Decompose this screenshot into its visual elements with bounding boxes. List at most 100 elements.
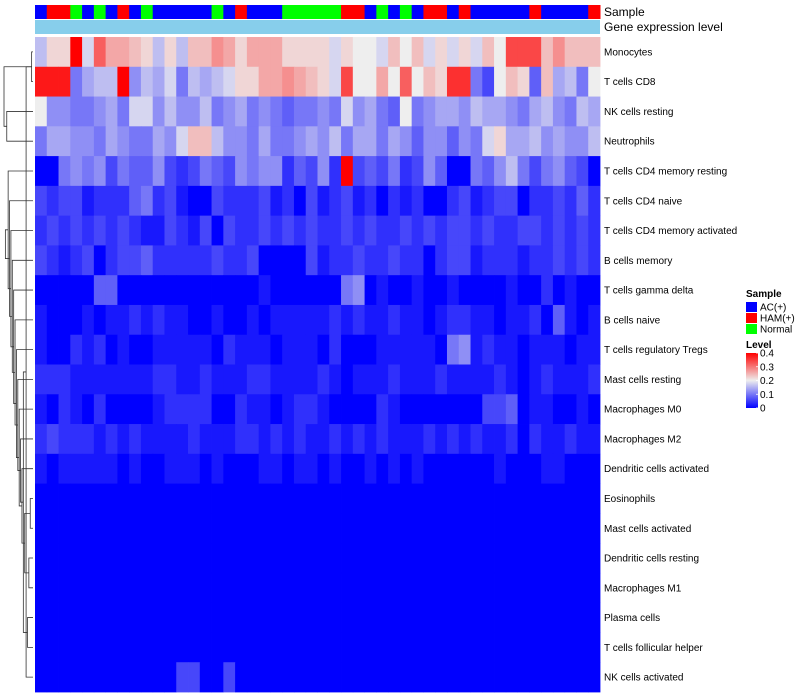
heatmap-cell <box>211 602 224 633</box>
heatmap-cell <box>58 245 71 276</box>
heatmap-cell <box>152 543 165 574</box>
sample-annotation-cell <box>35 5 48 19</box>
heatmap-cell <box>505 304 519 336</box>
heatmap-cell <box>364 424 377 455</box>
heatmap-cell <box>352 632 365 663</box>
heatmap-cell <box>35 215 48 246</box>
heatmap-cell <box>70 245 83 276</box>
heatmap-cell <box>35 662 48 693</box>
heatmap-cell <box>258 572 271 604</box>
heatmap-cell <box>305 543 318 574</box>
heatmap-cell <box>552 275 566 306</box>
sample-annotation-cell <box>117 5 130 19</box>
heatmap-cell <box>140 66 154 97</box>
heatmap-cell <box>411 572 424 604</box>
heatmap-cell <box>505 483 519 514</box>
heatmap-cell <box>270 304 283 336</box>
heatmap-cell <box>152 245 165 276</box>
heatmap-cell <box>70 156 83 187</box>
heatmap-cell <box>282 245 295 276</box>
heatmap-cell <box>588 662 601 693</box>
heatmap-cell <box>423 543 436 574</box>
heatmap-cell <box>117 156 130 187</box>
heatmap-cell <box>246 96 260 127</box>
heatmap-cell <box>293 662 307 693</box>
heatmap-cell <box>364 96 377 127</box>
heatmap-cell <box>211 245 224 276</box>
sample-annotation-cell <box>588 5 601 19</box>
heatmap-cell <box>105 126 118 157</box>
heatmap-cell <box>529 572 542 604</box>
heatmap-cell <box>46 96 59 127</box>
heatmap-cell <box>117 602 130 633</box>
dendrogram-link <box>6 111 33 142</box>
heatmap-cell <box>105 483 118 514</box>
sample-annotation-cell <box>529 5 542 19</box>
heatmap-cell <box>223 37 236 68</box>
heatmap-cell <box>376 275 389 306</box>
heatmap-cell <box>70 543 83 574</box>
heatmap-cell <box>293 245 307 276</box>
heatmap-cell <box>482 483 495 514</box>
heatmap-cell <box>399 602 413 633</box>
heatmap-cell <box>305 37 318 68</box>
heatmap-cell <box>435 66 448 97</box>
heatmap-cell <box>329 334 342 365</box>
heatmap-cell <box>435 156 448 187</box>
heatmap-cell <box>529 513 542 544</box>
sample-annotation-cell <box>211 5 224 19</box>
heatmap-cell <box>423 37 436 68</box>
heatmap-cell <box>293 572 307 604</box>
dendrogram-link <box>18 408 33 507</box>
row-label: B cells naive <box>604 315 661 326</box>
heatmap-cell <box>152 215 165 246</box>
heatmap-cell <box>411 513 424 544</box>
heatmap-cell <box>305 453 318 484</box>
heatmap-cell <box>176 364 189 395</box>
heatmap-cell <box>223 662 236 693</box>
heatmap-cell <box>341 156 354 187</box>
heatmap-cell <box>505 572 519 604</box>
dendrogram-link <box>3 66 32 127</box>
heatmap-cell <box>376 96 389 127</box>
heatmap-cell <box>164 304 177 336</box>
heatmap-cell <box>446 96 460 127</box>
heatmap-cell <box>411 632 424 663</box>
heatmap-cell <box>588 394 601 425</box>
heatmap-cell <box>317 334 330 365</box>
heatmap-cell <box>35 96 48 127</box>
heatmap-cell <box>517 513 530 544</box>
heatmap-cell <box>505 66 519 97</box>
heatmap-cell <box>70 275 83 306</box>
heatmap-cell <box>435 513 448 544</box>
heatmap-cell <box>564 364 577 395</box>
heatmap-cell <box>564 37 577 68</box>
heatmap-cell <box>305 66 318 97</box>
heatmap-cell <box>376 543 389 574</box>
heatmap-cell <box>458 513 471 544</box>
heatmap-cell <box>341 37 354 68</box>
heatmap-cell <box>282 66 295 97</box>
heatmap-cell <box>164 394 177 425</box>
heatmap-cell <box>423 424 436 455</box>
heatmap-cell <box>199 424 212 455</box>
heatmap-cell <box>541 156 554 187</box>
heatmap-cell <box>223 215 236 246</box>
heatmap-cell <box>46 543 59 574</box>
heatmap-cell <box>164 364 177 395</box>
heatmap-cell <box>588 453 601 484</box>
heatmap-cell <box>423 185 436 217</box>
heatmap-cell <box>293 513 307 544</box>
heatmap-cell <box>152 483 165 514</box>
heatmap-cell <box>388 543 401 574</box>
heatmap-cell <box>246 156 260 187</box>
heatmap-cell <box>258 334 271 365</box>
heatmap-cell <box>399 275 413 306</box>
heatmap-cell <box>246 304 260 336</box>
heatmap-cell <box>140 453 154 484</box>
heatmap-cell <box>494 453 507 484</box>
heatmap-cell <box>105 215 118 246</box>
heatmap-cell <box>329 394 342 425</box>
heatmap-cell <box>352 483 365 514</box>
heatmap-cell <box>552 602 566 633</box>
